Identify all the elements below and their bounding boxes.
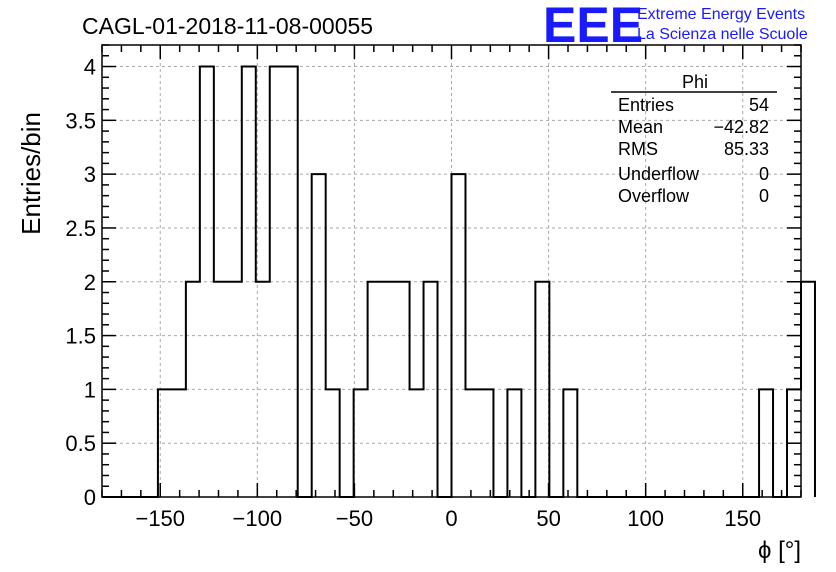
stats-box: Phi Entries 54 Mean −42.82 RMS 85.33 Und…: [611, 72, 777, 206]
histogram-bin: [382, 282, 396, 497]
y-tick-label: 0: [84, 485, 96, 510]
stats-value-entries: 54: [749, 95, 769, 115]
y-tick-label: 0.5: [65, 431, 96, 456]
y-axis-title: Entries/bin: [16, 112, 46, 235]
y-tick-label: 4: [84, 55, 96, 80]
x-tick-label: −150: [135, 506, 185, 531]
eee-logo-line1: Extreme Energy Events: [637, 6, 805, 23]
stats-label-overflow: Overflow: [618, 186, 690, 206]
histogram-bin: [214, 282, 228, 497]
x-tick-label: 150: [724, 506, 761, 531]
eee-logo-mark: EEE: [543, 0, 643, 53]
y-tick-label: 3: [84, 162, 96, 187]
histogram-bin: [172, 389, 186, 497]
histogram-bin: [801, 282, 815, 497]
eee-logo: EEE Extreme Energy Events La Scienza nel…: [543, 0, 808, 53]
y-tick-label: 2.5: [65, 216, 96, 241]
axes: [101, 44, 802, 498]
y-tick-label: 3.5: [65, 108, 96, 133]
x-tick-label: 100: [627, 506, 664, 531]
histogram-bin: [424, 282, 438, 497]
stats-value-rms: 85.33: [724, 139, 769, 159]
histogram-bin: [465, 389, 479, 497]
x-tick-label: −100: [233, 506, 283, 531]
eee-logo-line2: La Scienza nelle Scuole: [637, 26, 808, 43]
stats-label-rms: RMS: [618, 139, 658, 159]
histogram-bin: [507, 389, 521, 497]
stats-title: Phi: [682, 72, 708, 92]
y-tick-label: 1.5: [65, 324, 96, 349]
stats-label-underflow: Underflow: [618, 164, 700, 184]
x-axis-title: ϕ [°]: [758, 537, 801, 564]
y-tick-label: 2: [84, 270, 96, 295]
x-tick-label: −50: [336, 506, 373, 531]
tick-labels: −150 −100 −50 0 50 100 150 0 0.5 1 1.5 2 2.5 3 3.5 4: [65, 55, 761, 531]
histogram-bin: [256, 282, 270, 497]
stats-value-mean: −42.82: [713, 117, 769, 137]
x-tick-label: 0: [445, 506, 457, 531]
stats-value-underflow: 0: [759, 164, 769, 184]
x-tick-label: 50: [536, 506, 560, 531]
stats-value-overflow: 0: [759, 186, 769, 206]
stats-label-entries: Entries: [618, 95, 674, 115]
stats-label-mean: Mean: [618, 117, 663, 137]
y-tick-label: 1: [84, 377, 96, 402]
chart-title: CAGL-01-2018-11-08-00055: [82, 13, 373, 39]
